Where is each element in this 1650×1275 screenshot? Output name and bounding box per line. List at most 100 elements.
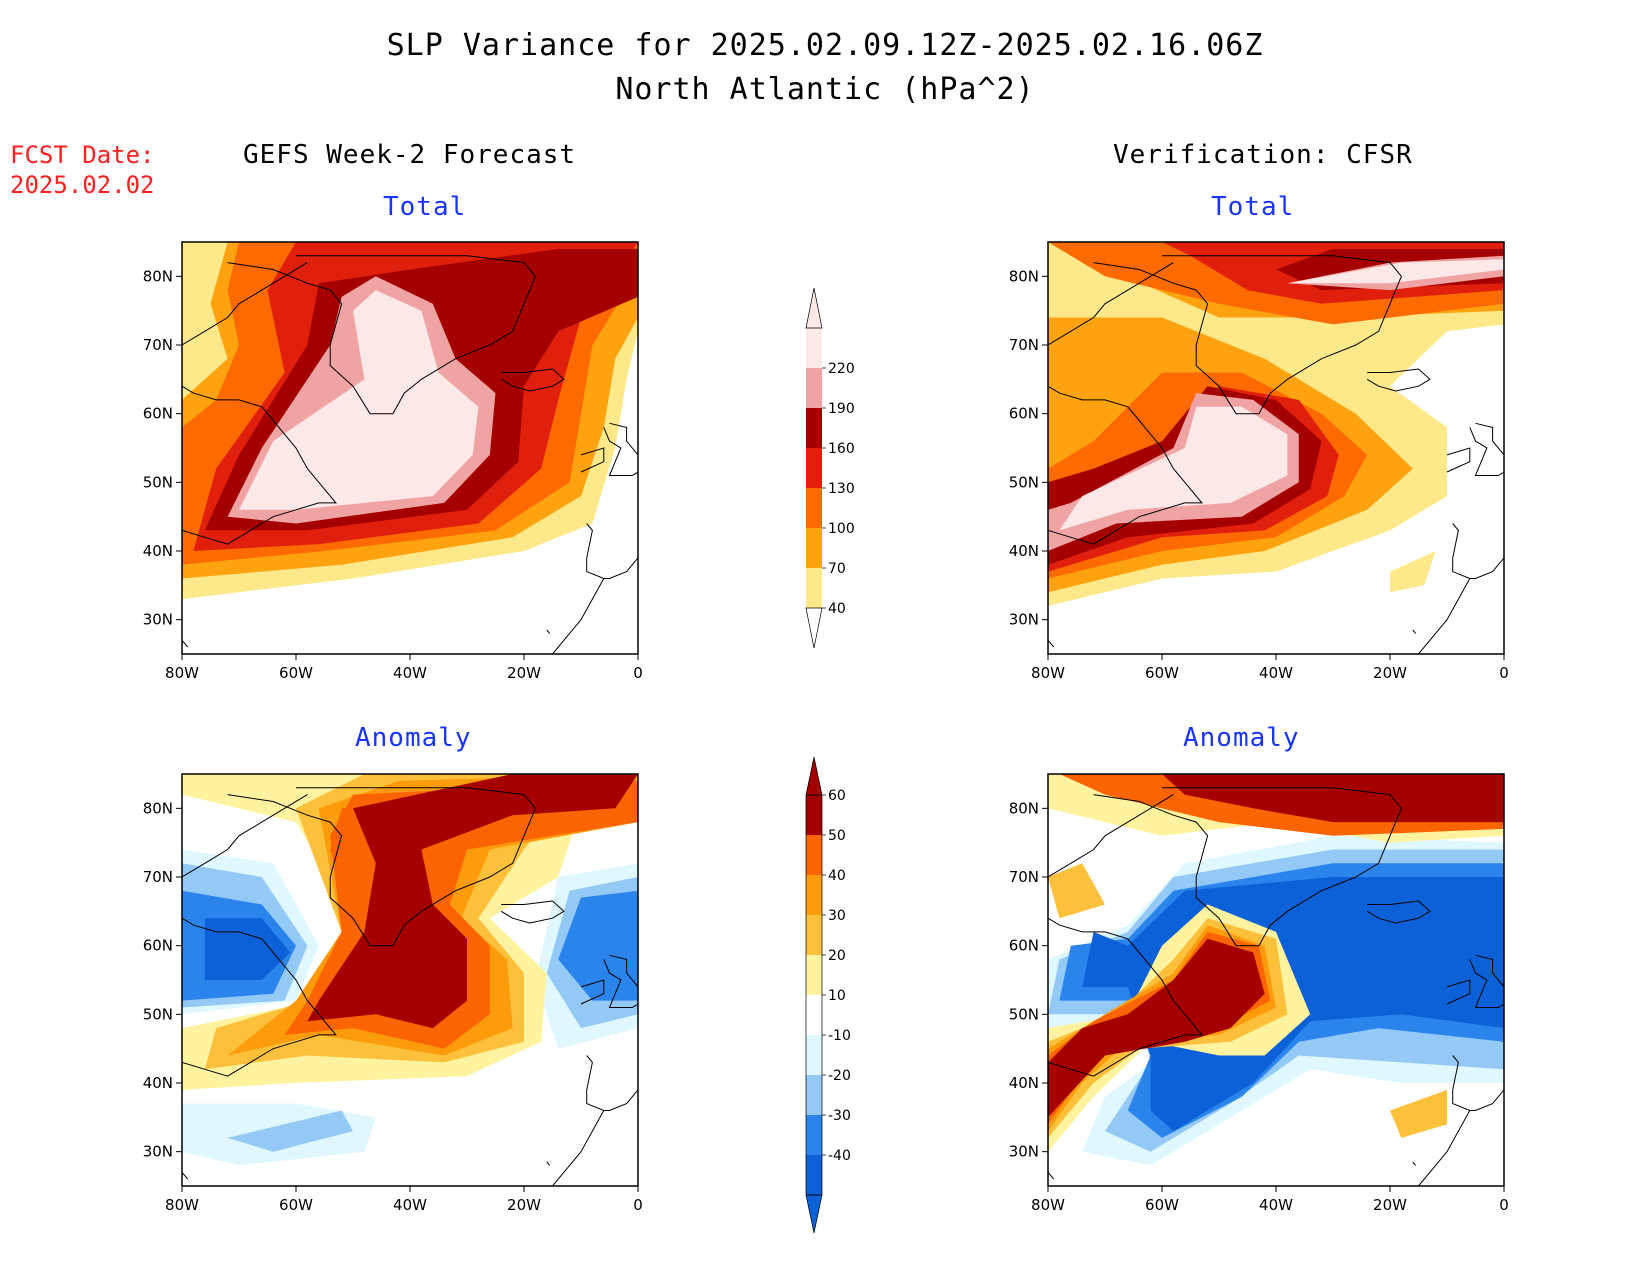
y-tick-label: 40N (1009, 542, 1039, 560)
y-tick-label: 70N (1009, 868, 1039, 886)
contour-region (204, 918, 291, 980)
x-tick-label: 80W (1031, 1196, 1065, 1214)
coastline (1366, 368, 1431, 392)
y-tick-label: 80N (1009, 799, 1039, 817)
field-layer (182, 242, 638, 600)
coastline (1418, 578, 1471, 654)
coastline (552, 1110, 605, 1186)
coastline (546, 629, 551, 634)
coastline (1093, 255, 1402, 415)
x-tick-label: 20W (507, 664, 541, 682)
colorbar-label: -10 (828, 1028, 851, 1044)
coastline-layer (1048, 787, 1504, 1186)
colorbar-label: 20 (828, 948, 846, 964)
colorbar-box (806, 488, 822, 528)
colorbar-box (806, 408, 822, 448)
verification-total-title: Total (1211, 192, 1295, 222)
contour-region (239, 290, 479, 510)
coastline (580, 447, 605, 473)
coastline (546, 1161, 551, 1166)
y-tick-label: 60N (1009, 937, 1039, 955)
y-tick-label: 70N (143, 336, 173, 354)
contour-region (1162, 774, 1504, 823)
colorbar-box (806, 875, 822, 915)
colorbar-label: 60 (828, 788, 846, 804)
y-tick-label: 30N (143, 1143, 173, 1161)
x-tick-label: 60W (1145, 664, 1179, 682)
coastline (1469, 954, 1504, 1008)
x-tick-label: 80W (165, 664, 199, 682)
y-tick-label: 70N (143, 868, 173, 886)
colorbar-label: 40 (828, 868, 846, 884)
coastline (1048, 385, 1203, 545)
colorbar-box (806, 915, 822, 955)
total-colorbar: 40 70 100 130 160 190 220 (805, 287, 855, 649)
contour-region (1048, 938, 1265, 1118)
forecast-anomaly-title: Anomaly (355, 723, 472, 753)
coastline (182, 385, 337, 545)
coastline (1048, 917, 1203, 1077)
coastline (227, 255, 536, 415)
colorbar-box (806, 568, 822, 608)
coastline-layer (1048, 255, 1504, 654)
coastline (1048, 262, 1174, 346)
x-tick-label: 80W (165, 1196, 199, 1214)
coastline (1048, 639, 1055, 648)
x-tick-label: 20W (507, 1196, 541, 1214)
y-tick-label: 70N (1009, 336, 1039, 354)
x-tick-label: 60W (1145, 1196, 1179, 1214)
coastline (1446, 979, 1471, 1005)
x-tick-label: 0 (1499, 664, 1509, 682)
contour-region (227, 1110, 353, 1152)
coastline (1048, 1171, 1055, 1180)
y-tick-label: 60N (143, 937, 173, 955)
coastline (182, 794, 308, 878)
coastline (182, 262, 308, 346)
x-tick-label: 40W (1259, 664, 1293, 682)
y-tick-label: 80N (143, 267, 173, 285)
y-tick-label: 30N (143, 611, 173, 629)
forecast-total-title: Total (383, 192, 467, 222)
y-tick-label: 50N (143, 473, 173, 491)
colorbar-label: -40 (828, 1148, 851, 1164)
map-panel-2: 80W 60W 40W 20W 0 30N 40N 50N 60N 70N 80N (1009, 241, 1509, 682)
y-tick-label: 30N (1009, 1143, 1039, 1161)
x-tick-label: 0 (633, 1196, 643, 1214)
coastline (1418, 1110, 1471, 1186)
coastline (580, 979, 605, 1005)
coastline (586, 1055, 638, 1111)
contour-region (1390, 1089, 1447, 1138)
fcst-date-block: FCST Date: 2025.02.02 (10, 140, 155, 200)
x-tick-label: 40W (393, 664, 427, 682)
coastline (603, 422, 638, 476)
coastline (1446, 447, 1471, 473)
x-tick-label: 0 (633, 664, 643, 682)
colorbar-box (806, 368, 822, 408)
y-tick-label: 40N (143, 1074, 173, 1092)
colorbar-label: 100 (828, 521, 855, 537)
y-tick-label: 40N (1009, 1074, 1039, 1092)
coastline (1412, 629, 1417, 634)
coastline (1452, 523, 1504, 579)
field-layer (182, 774, 638, 1166)
colorbar-arrow-bottom (805, 1194, 823, 1234)
x-tick-label: 60W (279, 664, 313, 682)
x-tick-label: 0 (1499, 1196, 1509, 1214)
coastline (500, 368, 565, 392)
x-tick-label: 20W (1373, 1196, 1407, 1214)
x-tick-label: 40W (1259, 1196, 1293, 1214)
coastline (603, 954, 638, 1008)
contour-region (558, 890, 638, 1001)
colorbar-label: 30 (828, 908, 846, 924)
coastline (182, 639, 189, 648)
coastline (500, 900, 565, 924)
colorbar-arrow-bottom (805, 607, 823, 649)
colorbar-label: 160 (828, 441, 855, 457)
y-tick-label: 80N (1009, 267, 1039, 285)
chart-title-line1: SLP Variance for 2025.02.09.12Z-2025.02.… (386, 28, 1264, 63)
anomaly-colorbar: -40 -30 -20 -10 10 20 30 40 50 60 (805, 756, 851, 1234)
colorbar-box (806, 795, 822, 835)
coastline (182, 917, 337, 1077)
verification-anomaly-title: Anomaly (1183, 723, 1300, 753)
fcst-date-label: FCST Date: (10, 141, 155, 169)
